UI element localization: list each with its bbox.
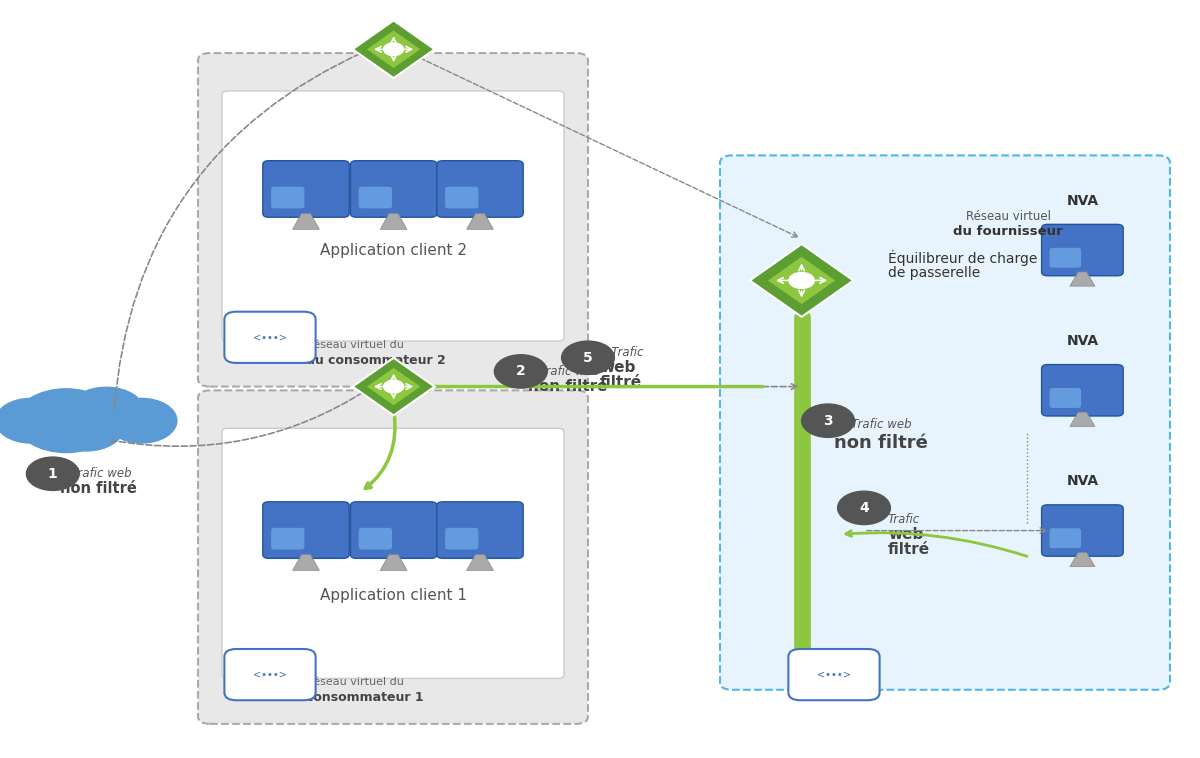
FancyBboxPatch shape <box>222 91 564 341</box>
Text: <•••>: <•••> <box>253 669 287 680</box>
Polygon shape <box>1070 272 1094 286</box>
Text: de passerelle: de passerelle <box>888 266 980 280</box>
Circle shape <box>384 381 403 393</box>
FancyBboxPatch shape <box>1050 388 1081 408</box>
Text: Application client 2: Application client 2 <box>320 243 467 258</box>
Text: Équilibreur de charge: Équilibreur de charge <box>888 249 1037 266</box>
Circle shape <box>384 43 403 55</box>
Polygon shape <box>353 20 434 78</box>
Polygon shape <box>750 244 853 317</box>
Text: Réseau virtuel du: Réseau virtuel du <box>306 677 404 688</box>
Text: non filtré: non filtré <box>60 481 137 496</box>
Text: Réseau virtuel du: Réseau virtuel du <box>306 340 404 350</box>
Polygon shape <box>367 30 420 68</box>
Text: NVA: NVA <box>1067 194 1098 208</box>
Text: consommateur 1: consommateur 1 <box>306 691 424 704</box>
FancyBboxPatch shape <box>788 649 880 700</box>
Text: <•••>: <•••> <box>817 669 851 680</box>
FancyBboxPatch shape <box>198 53 588 387</box>
FancyBboxPatch shape <box>1042 505 1123 556</box>
FancyBboxPatch shape <box>198 390 588 724</box>
Text: 1 Trafic web: 1 Trafic web <box>60 467 132 481</box>
FancyBboxPatch shape <box>224 312 316 363</box>
Circle shape <box>788 272 815 289</box>
Circle shape <box>26 457 79 490</box>
Circle shape <box>48 403 124 451</box>
Circle shape <box>494 355 547 388</box>
FancyBboxPatch shape <box>1050 528 1081 548</box>
FancyBboxPatch shape <box>437 502 523 559</box>
Text: 4: 4 <box>859 501 869 515</box>
Text: web: web <box>600 360 635 375</box>
FancyBboxPatch shape <box>1042 224 1123 276</box>
Text: 2: 2 <box>516 365 526 378</box>
Circle shape <box>107 399 176 443</box>
FancyBboxPatch shape <box>263 161 349 218</box>
Polygon shape <box>1070 412 1094 426</box>
Polygon shape <box>467 214 493 229</box>
Polygon shape <box>293 555 319 571</box>
Circle shape <box>0 399 66 443</box>
FancyBboxPatch shape <box>445 528 479 550</box>
Polygon shape <box>293 214 319 229</box>
Text: filtré: filtré <box>600 375 642 390</box>
FancyBboxPatch shape <box>224 649 316 700</box>
Text: 2 Trafic web: 2 Trafic web <box>528 365 600 378</box>
FancyBboxPatch shape <box>350 161 437 218</box>
FancyBboxPatch shape <box>271 186 305 208</box>
FancyBboxPatch shape <box>720 155 1170 690</box>
Text: filtré: filtré <box>888 542 930 557</box>
Text: du fournisseur: du fournisseur <box>953 224 1063 238</box>
Text: du consommateur 2: du consommateur 2 <box>306 353 445 367</box>
Circle shape <box>68 387 144 435</box>
FancyBboxPatch shape <box>359 186 392 208</box>
FancyBboxPatch shape <box>359 528 392 550</box>
Text: 1: 1 <box>48 467 58 481</box>
Circle shape <box>16 389 116 453</box>
Text: 3: 3 <box>823 414 833 428</box>
Polygon shape <box>768 257 835 304</box>
Text: 5: 5 <box>583 351 593 365</box>
Text: 5 Trafic: 5 Trafic <box>600 346 643 359</box>
FancyBboxPatch shape <box>1050 248 1081 268</box>
FancyBboxPatch shape <box>445 186 479 208</box>
Polygon shape <box>380 555 407 571</box>
Circle shape <box>802 404 854 437</box>
Polygon shape <box>467 555 493 571</box>
FancyBboxPatch shape <box>263 502 349 559</box>
FancyBboxPatch shape <box>222 428 564 678</box>
FancyBboxPatch shape <box>1042 365 1123 416</box>
FancyBboxPatch shape <box>271 528 305 550</box>
Text: NVA: NVA <box>1067 334 1098 348</box>
Text: Trafic: Trafic <box>888 512 920 526</box>
Text: NVA: NVA <box>1067 475 1098 488</box>
Text: web: web <box>888 527 923 542</box>
FancyBboxPatch shape <box>437 161 523 218</box>
Polygon shape <box>1070 553 1094 567</box>
Text: Application client 1: Application client 1 <box>320 587 467 603</box>
Circle shape <box>562 341 614 374</box>
Text: non filtré: non filtré <box>528 379 607 394</box>
Polygon shape <box>367 368 420 406</box>
FancyBboxPatch shape <box>350 502 437 559</box>
Text: Réseau virtuel: Réseau virtuel <box>966 209 1050 223</box>
Text: non filtré: non filtré <box>834 434 928 453</box>
Text: 3 Trafic web: 3 Trafic web <box>840 418 912 431</box>
Polygon shape <box>380 214 407 229</box>
Circle shape <box>838 491 890 525</box>
Text: <•••>: <•••> <box>253 332 287 343</box>
Polygon shape <box>353 358 434 415</box>
